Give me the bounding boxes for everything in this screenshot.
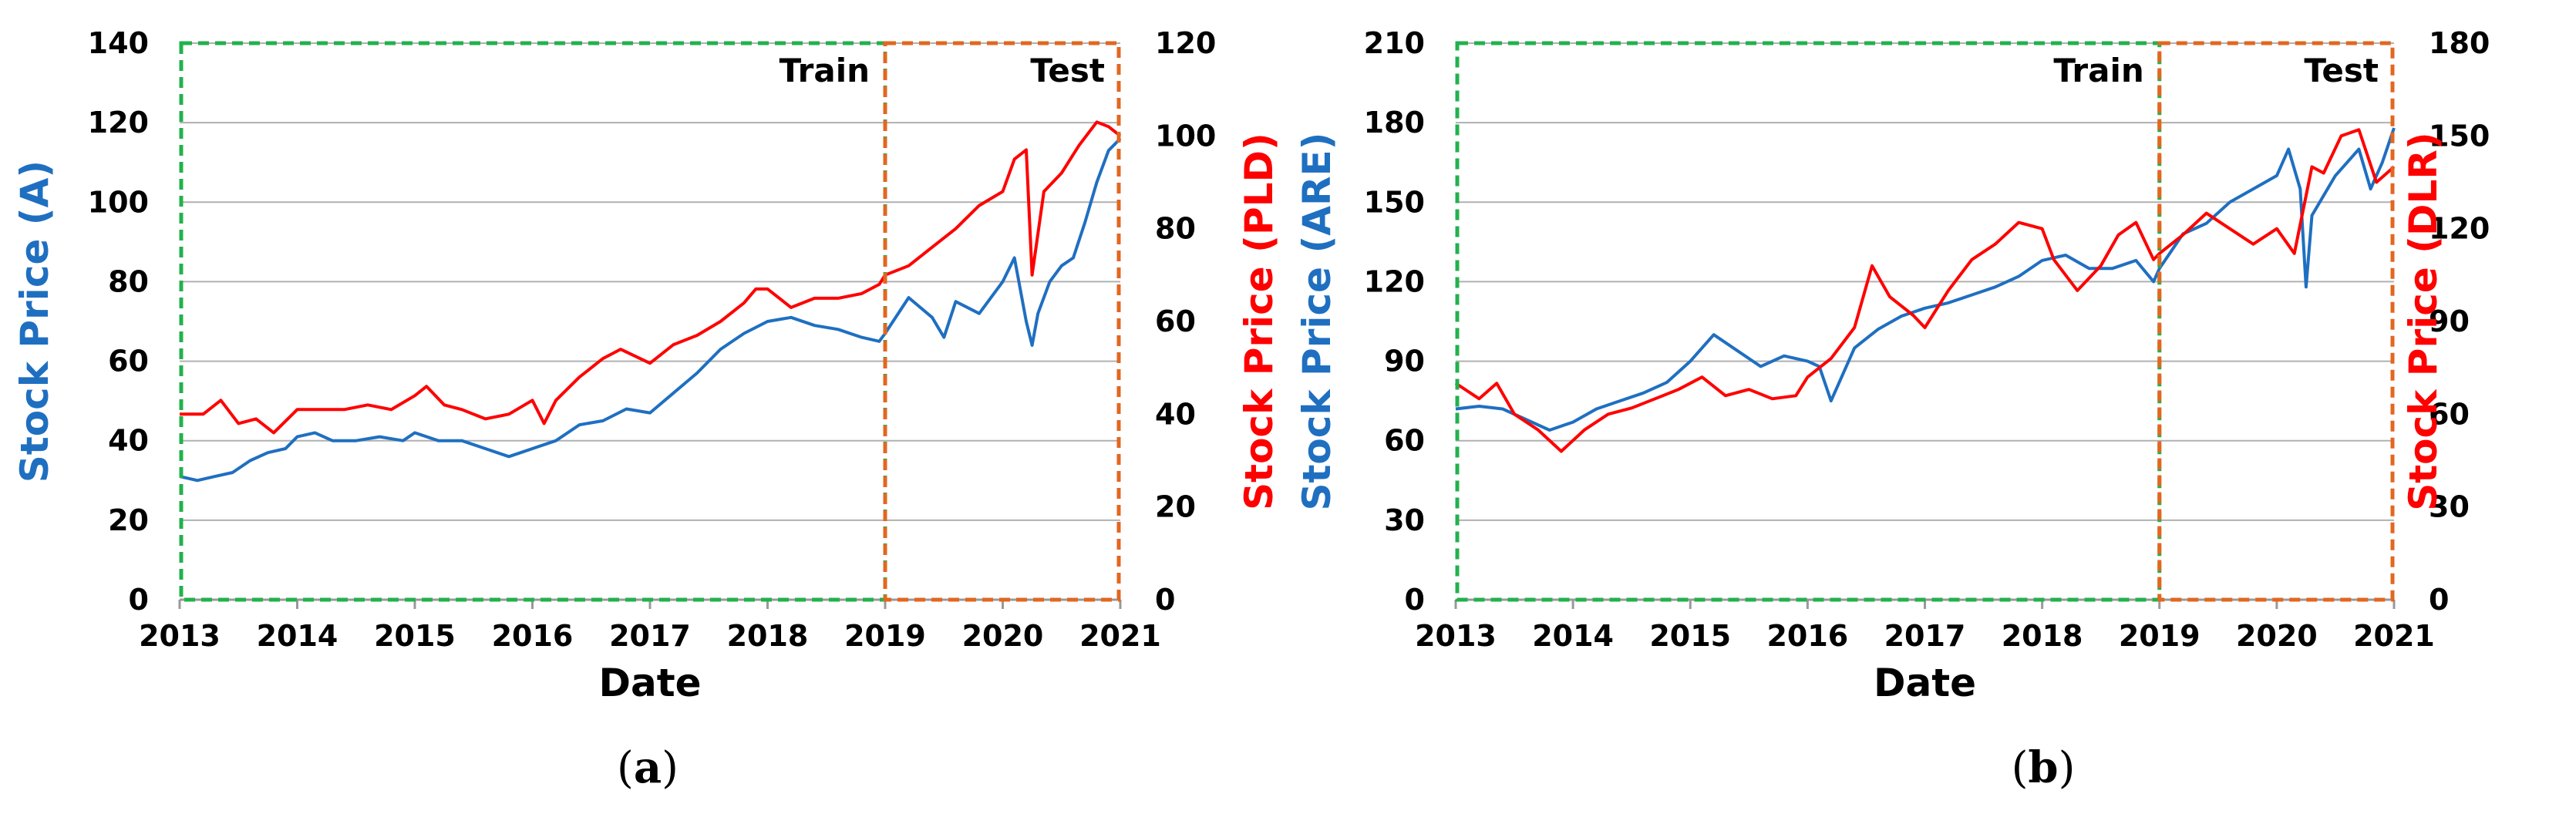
y2-axis-label-ticker: (DLR): [2401, 132, 2446, 254]
y2-tick-label: 120: [1155, 26, 1216, 60]
y-tick-label: 20: [108, 503, 149, 537]
series-line-dlr: [1454, 128, 2396, 453]
x-tick-label: 2020: [962, 619, 1044, 653]
y2-tick-label: 150: [2429, 119, 2490, 153]
panel-label-open: (: [617, 743, 634, 793]
y-tick-label: 100: [88, 185, 149, 219]
y-tick-label: 120: [1364, 264, 1425, 298]
y2-axis-label: Stock Price (PLD): [1237, 133, 1281, 510]
y2-axis-label-ticker: (PLD): [1237, 133, 1281, 253]
region-box-train: [1455, 41, 2162, 602]
y2-tick-label: 0: [1155, 583, 1175, 617]
y-tick-label: 120: [88, 106, 149, 140]
region-box-test: [883, 41, 1121, 602]
panel-label-close: ): [2059, 743, 2076, 793]
x-tick-label: 2014: [257, 619, 338, 653]
x-tick-label: 2014: [1532, 619, 1614, 653]
y2-tick-label: 80: [1155, 212, 1196, 246]
x-tick-label: 2013: [139, 619, 221, 653]
x-tick-label: 2013: [1415, 619, 1497, 653]
y2-tick-label: 60: [1155, 304, 1196, 338]
panel-label: (b): [2012, 742, 2076, 793]
x-tick-label: 2020: [2236, 619, 2318, 653]
x-tick-label: 2019: [844, 619, 926, 653]
x-tick-label: 2019: [2119, 619, 2201, 653]
y-tick-label: 0: [1405, 583, 1425, 617]
region-label-train: Train: [780, 52, 870, 89]
x-tick-label: 2021: [1079, 619, 1161, 653]
region-label-train: Train: [2053, 52, 2143, 89]
y-axis-label: Stock Price (A): [12, 160, 57, 483]
y2-tick-label: 0: [2429, 583, 2449, 617]
y-axis-label: Stock Price (ARE): [1295, 132, 1339, 510]
series-line-are: [1455, 127, 2396, 432]
y2-tick-label: 30: [2429, 490, 2470, 524]
y-axis-label-ticker: (ARE): [1295, 132, 1339, 253]
panel-label: (a): [617, 742, 679, 793]
panel-label-close: ): [662, 743, 679, 793]
y2-tick-label: 90: [2429, 304, 2470, 338]
panel-label-open: (: [2012, 743, 2029, 793]
y-tick-label: 60: [1384, 424, 1425, 458]
y2-tick-label: 180: [2429, 26, 2490, 60]
y2-axis-label: Stock Price (DLR): [2401, 132, 2446, 511]
y2-tick-label: 20: [1155, 490, 1196, 524]
x-axis-label: Date: [598, 661, 701, 705]
x-tick-label: 2015: [374, 619, 456, 653]
x-tick-label: 2016: [492, 619, 574, 653]
y-tick-label: 30: [1384, 503, 1425, 537]
y-tick-label: 40: [108, 424, 149, 458]
chart-panel-b: 2013 2014 2015 2016 2017 2018 2019 2020 20210306…: [1295, 26, 2490, 793]
x-tick-label: 2017: [609, 619, 691, 653]
y-tick-label: 0: [129, 583, 149, 617]
region-box-train: [179, 41, 887, 602]
x-tick-label: 2018: [727, 619, 809, 653]
x-axis-label: Date: [1874, 661, 1976, 705]
chart-panel-a: 2013 2014 2015 2016 2017 2018 2019 2020 20210204…: [12, 26, 1281, 793]
y2-tick-label: 120: [2429, 212, 2490, 246]
panel-label-letter: b: [2028, 742, 2058, 793]
y2-tick-label: 60: [2429, 397, 2470, 431]
y-tick-label: 210: [1364, 26, 1425, 60]
y2-tick-label: 100: [1155, 119, 1216, 153]
series-line-pld: [180, 120, 1122, 435]
series-line-a: [179, 137, 1122, 483]
x-tick-label: 2018: [2002, 619, 2083, 653]
y-tick-label: 60: [108, 345, 149, 378]
panel-label-letter: a: [634, 742, 662, 793]
region-label-test: Test: [2304, 52, 2379, 89]
x-tick-label: 2021: [2353, 619, 2435, 653]
y-tick-label: 180: [1364, 106, 1425, 140]
y2-axis-label-prefix: Stock Price: [2401, 254, 2446, 511]
region-box-test: [2157, 41, 2395, 602]
x-tick-label: 2016: [1766, 619, 1848, 653]
y-tick-label: 80: [108, 264, 149, 298]
y-tick-label: 140: [88, 26, 149, 60]
x-tick-label: 2015: [1649, 619, 1731, 653]
y2-axis-label-prefix: Stock Price: [1237, 253, 1281, 510]
y-tick-label: 90: [1384, 345, 1425, 378]
y-axis-label-ticker: (A): [12, 160, 57, 225]
y-tick-label: 150: [1364, 185, 1425, 219]
x-tick-label: 2017: [1884, 619, 1966, 653]
y-axis-label-prefix: Stock Price: [12, 225, 57, 483]
y2-tick-label: 40: [1155, 397, 1196, 431]
y-axis-label-prefix: Stock Price: [1295, 254, 1339, 511]
region-label-test: Test: [1030, 52, 1105, 89]
